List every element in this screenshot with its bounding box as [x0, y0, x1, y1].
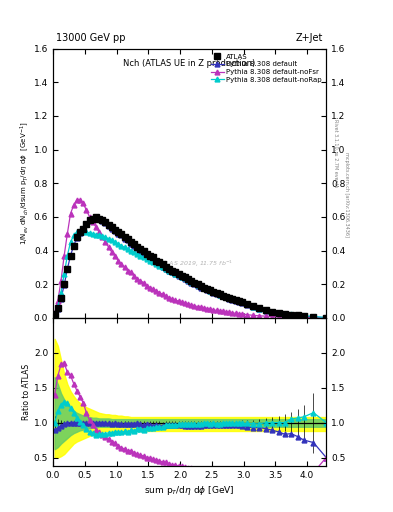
Pythia 8.308 default [182, 276, 187, 282]
Y-axis label: Ratio to ATLAS: Ratio to ATLAS [22, 364, 31, 420]
Pythia 8.308 default [132, 242, 136, 248]
Pythia 8.308 default-noRap [208, 288, 213, 294]
Pythia 8.308 default-noFsr [198, 304, 203, 310]
Pythia 8.308 default-noFsr [182, 300, 187, 306]
Pythia 8.308 default-noRap [78, 228, 83, 234]
Text: 13000 GeV pp: 13000 GeV pp [56, 33, 125, 43]
Pythia 8.308 default [110, 226, 114, 232]
Pythia 8.308 default-noFsr [87, 214, 92, 220]
Text: Z+Jet: Z+Jet [296, 33, 323, 43]
X-axis label: sum p$_T$/d$\eta$ d$\phi$ [GeV]: sum p$_T$/d$\eta$ d$\phi$ [GeV] [144, 484, 235, 497]
Pythia 8.308 default-noRap [324, 314, 329, 321]
Pythia 8.308 default [208, 288, 213, 294]
Legend: ATLAS, Pythia 8.308 default, Pythia 8.308 default-noFsr, Pythia 8.308 default-no: ATLAS, Pythia 8.308 default, Pythia 8.30… [210, 52, 323, 84]
Pythia 8.308 default-noRap [87, 230, 92, 236]
Pythia 8.308 default-noFsr [208, 306, 213, 312]
Pythia 8.308 default [198, 285, 203, 291]
Pythia 8.308 default-noFsr [132, 273, 136, 279]
Line: Pythia 8.308 default-noRap: Pythia 8.308 default-noRap [52, 229, 329, 320]
Pythia 8.308 default [94, 215, 98, 221]
Line: Pythia 8.308 default-noFsr: Pythia 8.308 default-noFsr [52, 198, 329, 320]
Pythia 8.308 default-noRap [132, 249, 136, 255]
Pythia 8.308 default-noFsr [324, 314, 329, 321]
Pythia 8.308 default-noRap [52, 311, 57, 317]
Text: mcplots.cern.ch [arXiv:1306.3436]: mcplots.cern.ch [arXiv:1306.3436] [344, 152, 349, 237]
Pythia 8.308 default-noRap [198, 283, 203, 289]
Text: Nch (ATLAS UE in Z production): Nch (ATLAS UE in Z production) [123, 59, 256, 69]
Pythia 8.308 default-noRap [182, 275, 187, 282]
Y-axis label: 1/N$_{ev}$ dN$_{ch}$/dsum p$_T$/d$\eta$ d$\phi$  [GeV$^{-1}$]: 1/N$_{ev}$ dN$_{ch}$/dsum p$_T$/d$\eta$ … [18, 121, 31, 245]
Pythia 8.308 default-noFsr [52, 310, 57, 316]
Text: ATLAS 2019, 11.75 fb$^{-1}$: ATLAS 2019, 11.75 fb$^{-1}$ [157, 259, 233, 269]
Pythia 8.308 default [84, 221, 89, 227]
Pythia 8.308 default [324, 314, 329, 321]
Line: Pythia 8.308 default: Pythia 8.308 default [52, 216, 329, 320]
Pythia 8.308 default-noFsr [75, 197, 79, 203]
Text: Rivet 3.1.10, ≥ 2.7M events: Rivet 3.1.10, ≥ 2.7M events [333, 119, 338, 188]
Pythia 8.308 default-noRap [110, 238, 114, 244]
Pythia 8.308 default [52, 312, 57, 318]
Pythia 8.308 default-noFsr [110, 249, 114, 255]
